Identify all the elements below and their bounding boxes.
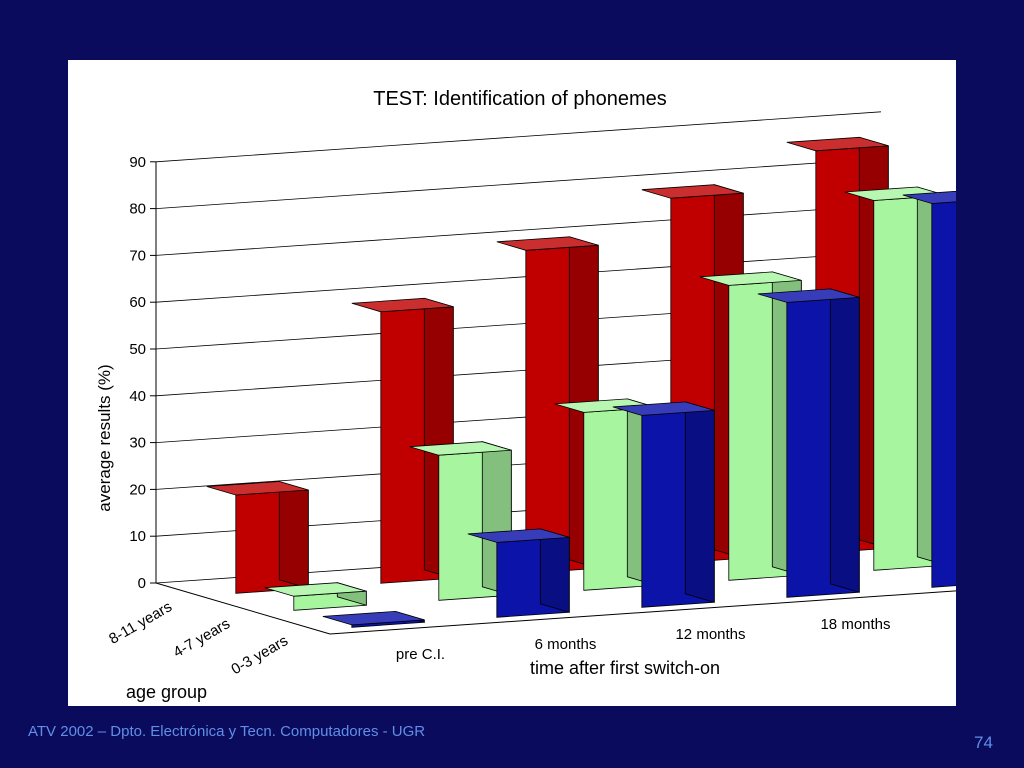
bar bbox=[902, 190, 956, 588]
bar-top bbox=[902, 190, 956, 204]
z-tick-label: 0 bbox=[138, 575, 146, 592]
z-tick-label: 20 bbox=[129, 481, 146, 498]
x-tick-label: 6 months bbox=[535, 636, 597, 653]
bar bbox=[264, 582, 367, 611]
bar-top bbox=[612, 401, 715, 416]
bar bbox=[757, 288, 860, 598]
bar-top bbox=[322, 610, 425, 626]
bar-front bbox=[931, 201, 956, 588]
gridline bbox=[155, 158, 882, 209]
bar-top bbox=[496, 236, 599, 251]
bar-top bbox=[409, 441, 512, 456]
x-tick-label: 18 months bbox=[820, 616, 890, 633]
bar-side bbox=[539, 528, 570, 613]
y-axis-line bbox=[155, 582, 331, 635]
slide-number: 74 bbox=[974, 733, 993, 752]
z-tick-label: 70 bbox=[129, 247, 146, 264]
bar-chart-3d: 0 10 20 30 40 50 60 70 80 90 pre C.I. 6 months 12 mo… bbox=[95, 88, 956, 702]
bar-side bbox=[684, 401, 715, 603]
bar-top bbox=[641, 184, 744, 199]
bar-top bbox=[351, 297, 454, 313]
z-tick-label: 10 bbox=[129, 528, 146, 545]
bar-top bbox=[699, 271, 802, 286]
chart-title: TEST: Identification of phonemes bbox=[373, 88, 667, 110]
gridline bbox=[155, 205, 882, 256]
bar bbox=[322, 610, 425, 628]
z-tick-label: 90 bbox=[129, 154, 146, 171]
y-tick-label: 8-11 years bbox=[106, 598, 175, 648]
y-tick-label: 4-7 years bbox=[170, 615, 233, 661]
footer-text: ATV 2002 – Dpto. Electrónica y Tecn. Com… bbox=[28, 723, 426, 740]
y-axis-label: age group bbox=[126, 682, 207, 702]
chart-panel: 0 10 20 30 40 50 60 70 80 90 pre C.I. 6 months 12 mo… bbox=[68, 60, 956, 706]
bar-top bbox=[786, 136, 889, 152]
bar-top bbox=[264, 582, 367, 597]
bar bbox=[612, 401, 715, 608]
gridline bbox=[155, 251, 882, 303]
bar bbox=[351, 297, 454, 584]
z-tick-label: 50 bbox=[129, 341, 146, 358]
z-tick-label: 80 bbox=[129, 201, 146, 218]
bar-side bbox=[278, 480, 309, 589]
z-axis-label: average results (%) bbox=[95, 364, 114, 511]
x-axis-line bbox=[329, 590, 956, 635]
bar bbox=[206, 480, 309, 594]
bars-layer bbox=[206, 136, 956, 628]
gridline bbox=[155, 111, 882, 163]
x-axis-label: time after first switch-on bbox=[530, 658, 720, 678]
bar-side bbox=[829, 288, 860, 593]
z-tick-label: 60 bbox=[129, 294, 146, 311]
bar-top bbox=[206, 481, 309, 496]
x-tick-label: 12 months bbox=[675, 626, 745, 643]
bar-top bbox=[467, 528, 570, 543]
bar-top bbox=[757, 288, 860, 303]
bar bbox=[467, 528, 570, 618]
z-tick-label: 30 bbox=[129, 435, 146, 452]
x-tick-label: pre C.I. bbox=[396, 646, 445, 663]
y-tick-label: 0-3 years bbox=[228, 632, 291, 678]
z-tick-label: 40 bbox=[129, 388, 146, 405]
